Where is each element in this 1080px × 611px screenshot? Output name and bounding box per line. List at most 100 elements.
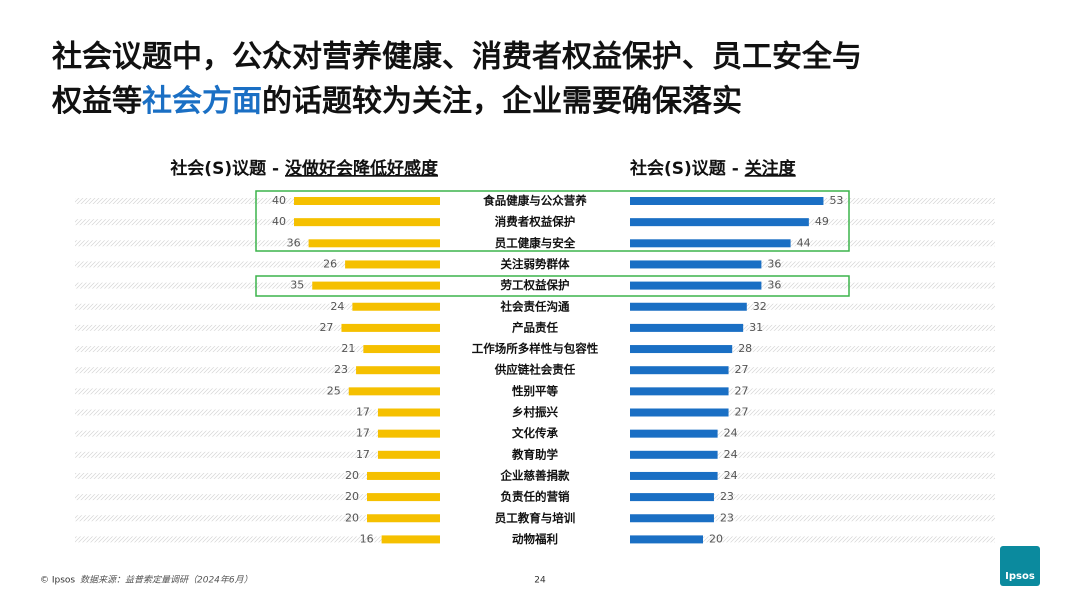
category-label: 产品责任	[512, 320, 558, 334]
bg-hatch	[630, 261, 995, 268]
bar	[630, 281, 762, 290]
title-part: 的话题较为关注，企业需要确保落实	[262, 84, 742, 119]
title: 社会议题中，公众对营养健康、消费者权益保护、员工安全与	[52, 40, 862, 75]
title-part: 关注度	[745, 158, 797, 179]
bg-hatch	[630, 282, 995, 289]
logo: Ipsos	[1005, 571, 1035, 582]
category-label: 文化传承	[512, 426, 558, 440]
category-label: 员工健康与安全	[495, 236, 576, 250]
category-label: 食品健康与公众营养	[483, 194, 587, 208]
category-label: 工作场所多样性与包容性	[472, 342, 599, 356]
bg-hatch	[75, 346, 440, 353]
value-label: 44	[797, 236, 811, 249]
bar	[308, 239, 440, 248]
category-label: 供应链社会责任	[494, 363, 576, 377]
bg-hatch	[630, 515, 995, 522]
category-label: 消费者权益保护	[495, 215, 576, 229]
value-label: 25	[327, 384, 341, 397]
title-part: 社会(S)议题 -	[629, 158, 745, 179]
value-label: 36	[767, 279, 781, 292]
value-label: 32	[753, 300, 767, 313]
bg-hatch	[75, 324, 440, 331]
bg-hatch	[630, 324, 995, 331]
bar	[630, 450, 718, 459]
bar	[630, 218, 809, 227]
value-label: 17	[356, 406, 370, 419]
bg-hatch	[630, 451, 995, 458]
value-label: 20	[345, 511, 359, 524]
bg-hatch	[630, 472, 995, 479]
bar	[630, 471, 718, 480]
category-label: 动物福利	[512, 532, 558, 546]
value-label: 17	[356, 448, 370, 461]
bar	[363, 345, 440, 354]
bg-hatch	[630, 240, 995, 247]
bg-hatch	[75, 515, 440, 522]
value-label: 16	[360, 532, 374, 545]
value-label: 27	[735, 384, 749, 397]
title: 权益等社会方面的话题较为关注，企业需要确保落实	[51, 84, 742, 119]
bg-hatch	[75, 409, 440, 416]
bar	[367, 471, 440, 480]
bar	[630, 535, 703, 544]
bar	[630, 387, 729, 396]
category-label: 乡村振兴	[512, 405, 558, 419]
value-label: 17	[356, 427, 370, 440]
value-label: 23	[334, 363, 348, 376]
highlight-box	[255, 275, 850, 297]
bar	[294, 218, 440, 227]
bar	[630, 408, 729, 417]
highlight-box	[255, 190, 850, 252]
bg-hatch	[75, 388, 440, 395]
bar	[377, 408, 440, 417]
value-label: 36	[287, 236, 301, 249]
bg-hatch	[630, 494, 995, 501]
value-label: 28	[738, 342, 752, 355]
category-label: 性别平等	[512, 384, 558, 398]
bar	[630, 260, 762, 269]
category-label: 社会责任沟通	[500, 299, 570, 313]
bg-hatch	[75, 240, 440, 247]
category-label: 教育助学	[511, 447, 558, 461]
value-label: 20	[345, 490, 359, 503]
bar	[630, 429, 718, 438]
page-number: 24	[534, 576, 546, 586]
value-label: 24	[330, 300, 344, 313]
value-label: 36	[767, 257, 781, 270]
bar	[352, 302, 440, 311]
value-label: 49	[815, 215, 829, 228]
value-label: 27	[319, 321, 333, 334]
value-label: 27	[735, 363, 749, 376]
bg-hatch	[75, 472, 440, 479]
bar	[630, 302, 747, 311]
bar	[367, 514, 440, 523]
bar	[630, 239, 791, 248]
value-label: 27	[735, 406, 749, 419]
value-label: 24	[724, 427, 738, 440]
right-title: 社会(S)议题 - 关注度	[629, 158, 797, 179]
bar	[630, 197, 824, 205]
bar	[377, 450, 440, 459]
value-label: 31	[749, 321, 763, 334]
value-label: 21	[341, 342, 355, 355]
title-part: 社会(S)议题 -	[169, 158, 285, 179]
bg-hatch	[75, 451, 440, 458]
bg-hatch	[75, 198, 440, 204]
bg-hatch	[630, 219, 995, 226]
rows: 食品健康与公众营养 40 53 消费者权益保护 40 49 员工健康与安全 36 44 关注弱势群…	[75, 194, 995, 546]
value-label: 35	[290, 279, 304, 292]
value-label: 24	[724, 469, 738, 482]
bar	[630, 514, 714, 523]
bar	[630, 366, 729, 375]
bg-hatch	[630, 367, 995, 374]
bar	[356, 366, 440, 375]
title-part: 没做好会降低好感度	[285, 158, 439, 179]
bg-hatch	[75, 430, 440, 437]
category-label: 企业慈善捐款	[500, 468, 570, 482]
left-title: 社会(S)议题 - 没做好会降低好感度	[169, 158, 439, 179]
bar	[367, 493, 440, 502]
bg-hatch	[75, 536, 440, 543]
value-label: 20	[345, 469, 359, 482]
value-label: 40	[272, 215, 286, 228]
category-label: 员工教育与培训	[495, 511, 576, 525]
